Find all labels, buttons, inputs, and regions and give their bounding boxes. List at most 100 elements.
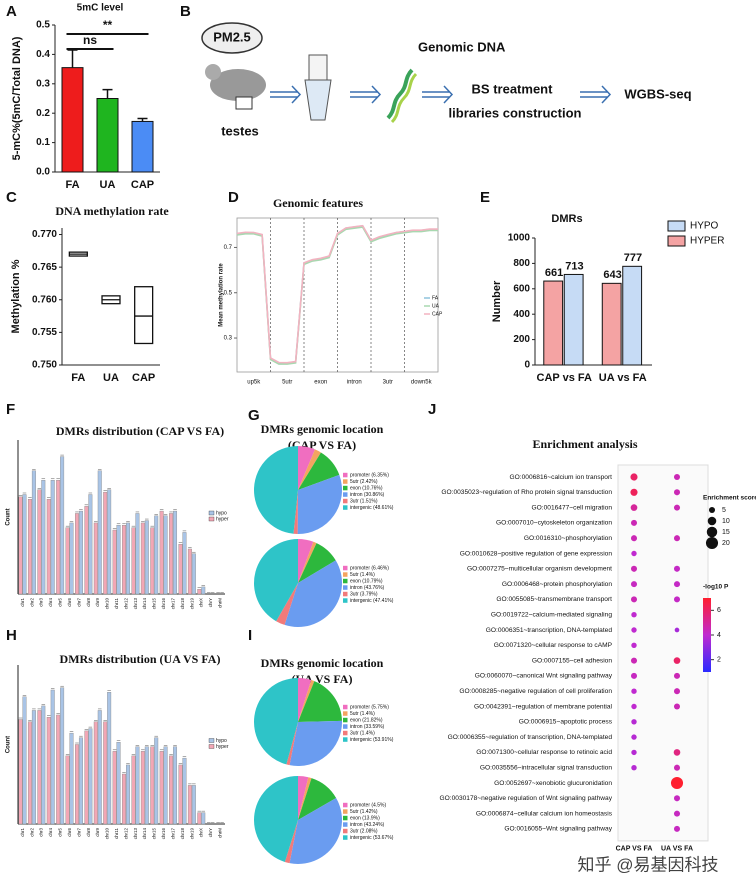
x-tick-label: chr16 — [161, 598, 166, 610]
dot — [631, 688, 637, 694]
color-tick-label: 4 — [717, 632, 721, 639]
x-tick-label: chr1 — [20, 828, 25, 837]
pie-slice — [298, 541, 317, 583]
x-tick-label: chr4 — [48, 598, 53, 607]
term-label: GO:0035023~regulation of Rho protein sig… — [441, 489, 612, 496]
x-tick-label: chr8 — [86, 598, 91, 607]
x-tick-label: chr6 — [67, 828, 72, 837]
y-tick-label: 0 — [524, 360, 530, 371]
dot — [673, 795, 681, 802]
x-tick-label: chr17 — [170, 598, 175, 610]
x-tick-label: UA — [100, 179, 116, 191]
bar — [69, 732, 74, 825]
term-label: GO:0035556~intracellular signal transduc… — [480, 764, 612, 771]
legend-swatch — [343, 802, 348, 808]
legend-label: HYPER — [690, 236, 724, 247]
arrow — [350, 85, 382, 104]
x-tick-label: chr9 — [95, 598, 100, 607]
legend-swatch — [343, 737, 348, 742]
term-label: GO:0006915~apoptotic process — [519, 719, 613, 726]
bar — [201, 812, 206, 825]
dot — [673, 672, 681, 679]
color-legend-title: -log10 P — [703, 584, 729, 591]
legend-swatch — [343, 717, 348, 723]
panel-letter: A — [6, 3, 17, 20]
bar — [178, 764, 183, 825]
bar — [144, 746, 149, 825]
pie-slice — [298, 680, 315, 722]
term-label: GO:0071320~cellular response to cAMP — [494, 642, 613, 649]
x-tick-label: chr3 — [39, 598, 44, 607]
dot — [674, 627, 680, 633]
column-label: CAP VS FA — [616, 846, 653, 853]
x-tick-label: chr19 — [189, 828, 194, 840]
bar — [27, 721, 32, 825]
legend-swatch — [343, 730, 348, 736]
legend-label: intron (33.59%) — [350, 724, 385, 730]
bar — [116, 525, 121, 595]
bar — [191, 785, 196, 825]
y-tick-label: 800 — [513, 258, 530, 269]
chart-title: DMRs — [551, 213, 582, 225]
y-tick-label: 0.1 — [36, 137, 50, 148]
dot — [673, 565, 681, 572]
bar — [116, 742, 121, 825]
dot — [631, 719, 637, 725]
legend-label: promoter (6.46%) — [350, 565, 389, 571]
x-tick-label: chr9 — [95, 828, 100, 837]
bar — [75, 744, 79, 825]
pie-slice — [253, 776, 298, 862]
x-tick-label: chrM — [217, 598, 222, 608]
x-tick-label: chr10 — [105, 598, 110, 610]
x-tick-label: chr18 — [180, 828, 185, 840]
x-tick-label: chr18 — [180, 598, 185, 610]
dot — [673, 581, 681, 588]
bar — [191, 553, 196, 595]
bar — [31, 710, 36, 825]
legend-label: 3utr (2.08%) — [350, 828, 378, 834]
bar — [154, 515, 159, 595]
term-label: GO:0006816~calcium ion transport — [510, 474, 613, 481]
dot — [673, 504, 681, 511]
legend-label: intron (43.76%) — [350, 585, 385, 591]
bar — [131, 755, 136, 825]
dot — [673, 535, 681, 542]
chart-title: Genomic features — [273, 196, 363, 210]
legend-swatch — [343, 828, 348, 834]
dot — [673, 688, 681, 695]
legend-swatch — [343, 485, 348, 491]
x-tick-label: chr1 — [20, 598, 25, 607]
bar — [140, 522, 145, 595]
x-tick-label: chr14 — [142, 598, 147, 610]
x-tick-label: chr6 — [67, 598, 72, 607]
y-tick-label: 0.0 — [36, 167, 50, 178]
bar — [107, 489, 112, 595]
x-tick-label: 3utr — [383, 380, 393, 386]
bar — [50, 689, 55, 825]
pie-slice — [297, 474, 342, 534]
legend-swatch — [343, 565, 348, 571]
pie-slice — [253, 678, 298, 765]
bar — [97, 710, 102, 825]
x-tick-label: chr12 — [123, 598, 128, 610]
pie-slice — [284, 560, 343, 627]
x-tick-label: FA — [65, 179, 79, 191]
dot — [631, 749, 637, 756]
y-axis-label: Count — [6, 736, 12, 753]
legend-label: hyper — [216, 744, 229, 750]
pie-slice — [286, 722, 298, 766]
pie-slice — [298, 543, 336, 583]
size-legend-dot — [705, 536, 719, 550]
bar — [78, 510, 83, 595]
dot — [673, 473, 681, 481]
chart-title: 5mC level — [77, 3, 124, 14]
bar — [126, 764, 130, 825]
term-label: GO:0055085~transmembrane transport — [496, 596, 612, 603]
x-tick-label: chr15 — [152, 598, 157, 610]
dot — [630, 488, 638, 496]
x-tick-label: down5k — [411, 380, 433, 386]
color-tick-label: 6 — [717, 607, 721, 614]
bar — [126, 522, 130, 595]
x-tick-label: chr12 — [123, 828, 128, 840]
legend-label: intergenic (48.61%) — [350, 505, 394, 511]
